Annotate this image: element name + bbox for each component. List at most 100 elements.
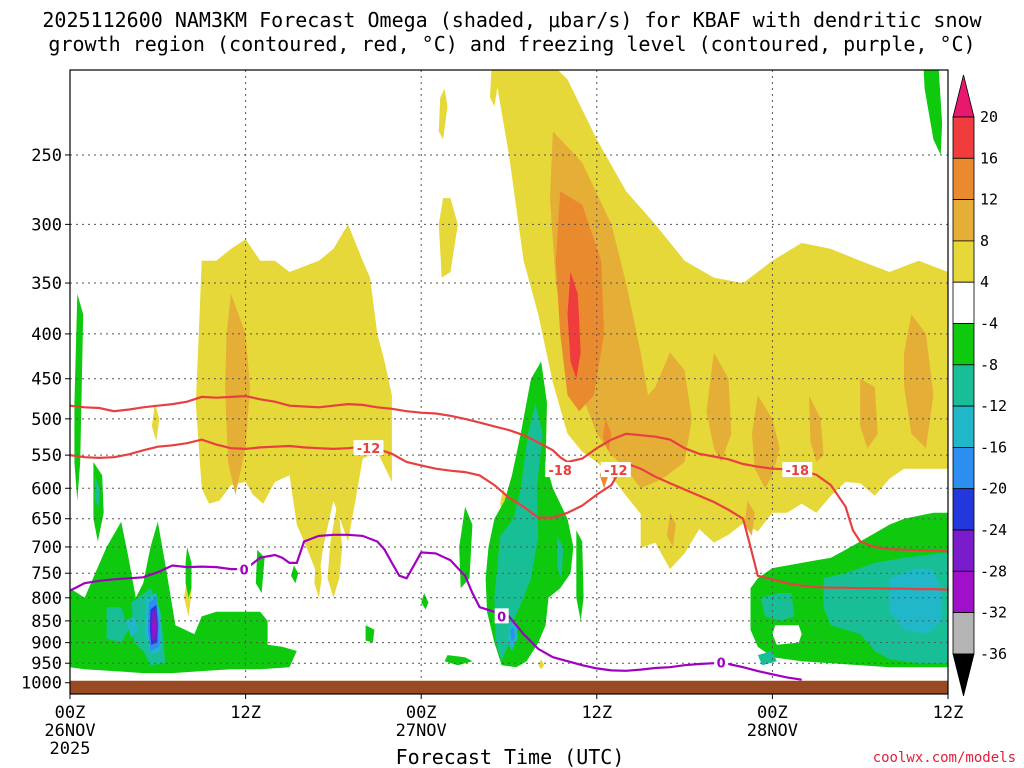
omega-shade-low-descent-day1 xyxy=(70,521,297,674)
contour-label-bg-dgz-upper (-18C)-1 xyxy=(782,462,813,478)
x-tick-label-60: 12Z xyxy=(933,703,964,723)
omega-shade-descent-740 xyxy=(291,565,299,584)
omega-shade-ascent-column-lower xyxy=(327,500,343,598)
ground-terrain xyxy=(70,680,948,694)
credit-text: coolwx.com/models xyxy=(873,750,1016,766)
colorbar-band--36 xyxy=(952,612,975,655)
y-tick-label-550: 550 xyxy=(31,446,62,466)
x-tick-label-36: 12Z xyxy=(581,703,612,723)
omega-shade-day2-orange-520 xyxy=(602,418,612,452)
y-tick-label-250: 250 xyxy=(31,146,62,166)
colorbar-band--20 xyxy=(952,446,975,490)
colorbar-label--16: -16 xyxy=(980,438,1007,456)
colorbar-label--12: -12 xyxy=(980,397,1007,415)
chart-title-line-1: 2025112600 NAM3KM Forecast Omega (shaded… xyxy=(42,8,982,32)
y-tick-label-800: 800 xyxy=(31,589,62,609)
omega-shade-core-4 xyxy=(494,403,543,662)
x-tick-date-0: 26NOV xyxy=(44,721,95,741)
contour-label-bg-dgz-lower (-12C)-0 xyxy=(353,440,384,456)
axes: 2503003504004505005506006507007508008509… xyxy=(21,69,964,759)
x-tick-label-0: 00Z xyxy=(55,703,86,723)
y-tick-label-500: 500 xyxy=(31,410,62,430)
x-tick-label-24: 00Z xyxy=(406,703,437,723)
contour-label-bg-freezing-level (0C)-1 xyxy=(494,608,509,624)
colorbar-label-8: 8 xyxy=(980,232,989,250)
contour-label-freezing-level (0C)-0: 0 xyxy=(240,564,249,579)
omega-shade-ascent-speck-950 xyxy=(538,659,545,670)
colorbar-band--16 xyxy=(952,405,975,448)
x-axis-label: Forecast Time (UTC) xyxy=(396,745,625,768)
omega-shade-day2-core-lower xyxy=(751,395,780,489)
contour-label-bg-dgz-lower (-12C)-1 xyxy=(600,462,631,478)
y-tick-label-600: 600 xyxy=(31,479,62,499)
omega-shade-core-14 xyxy=(510,627,515,643)
omega-shade-descent-870 xyxy=(365,625,375,643)
plot-frame xyxy=(69,69,949,695)
x-tick-date-24: 27NOV xyxy=(396,721,447,741)
omega-shade-ascent-column-lower2 xyxy=(314,547,322,598)
omega-shade-low-descent-day1-col xyxy=(185,547,192,598)
omega-shade-day2-core-mid xyxy=(809,395,824,462)
colorbar: 20 16 12 8 4 -4 -8 -12 -16 -20 -24 -28 -32 -36 xyxy=(952,74,1007,696)
y-tick-label-400: 400 xyxy=(31,325,62,345)
contour-label-bg-freezing-level (0C)-0 xyxy=(237,561,252,577)
x-tick-date-48: 28NOV xyxy=(747,721,798,741)
omega-shade-high-descent-right xyxy=(923,70,943,155)
colorbar-label-16: 16 xyxy=(980,149,998,167)
y-tick-label-700: 700 xyxy=(31,538,62,558)
colorbar-band--12 xyxy=(952,364,975,407)
omega-shade-ascent-speck-500 xyxy=(151,403,160,441)
omega-shade-upper-ascent-lobe-left xyxy=(438,88,448,140)
omega-shade-day2-max xyxy=(567,272,581,379)
y-tick-label-950: 950 xyxy=(31,654,62,674)
colorbar-band-12 xyxy=(952,157,975,201)
contour-label-dgz-upper (-18C)-1: -18 xyxy=(786,464,810,479)
x-tick-label-48: 00Z xyxy=(757,703,788,723)
colorbar-label--20: -20 xyxy=(980,480,1007,498)
y-tick-label-450: 450 xyxy=(31,370,62,390)
y-tick-label-900: 900 xyxy=(31,634,62,654)
contour-line-dgz-lower (-12C) xyxy=(70,438,948,591)
contour-line-freezing-level (0C) xyxy=(70,533,802,681)
contour-label-dgz-lower (-12C)-1: -12 xyxy=(604,464,628,479)
colorbar-label--36: -36 xyxy=(980,645,1007,663)
colorbar-label--28: -28 xyxy=(980,562,1007,580)
omega-shade-core-10 xyxy=(125,616,138,639)
omega-shade-midlevel-ascent-day1 xyxy=(195,224,392,579)
omega-shade-core-2 xyxy=(106,607,129,643)
y-tick-label-650: 650 xyxy=(31,510,62,530)
colorbar-arrow-bottom xyxy=(952,653,975,696)
x-tick-label-12: 12Z xyxy=(230,703,261,723)
omega-shade-day2-core-small xyxy=(667,512,676,547)
x-tick-year-0: 2025 xyxy=(50,739,91,759)
colorbar-band-8 xyxy=(952,199,975,242)
omega-shade-descent-810 xyxy=(421,593,429,610)
colorbar-band--4 xyxy=(952,281,975,324)
omega-shade-green-hole-day3 xyxy=(809,618,823,639)
omega-shade-descent-column-day2 xyxy=(459,506,473,589)
omega-shade-day2-core-far-right xyxy=(860,378,878,449)
y-tick-label-350: 350 xyxy=(31,274,62,294)
colorbar-arrow-top xyxy=(952,74,975,118)
contour-label-freezing-level (0C)-2: 0 xyxy=(717,656,726,671)
y-tick-label-850: 850 xyxy=(31,612,62,632)
omega-shade-descent-900 xyxy=(444,655,473,666)
colorbar-label--8: -8 xyxy=(980,356,998,374)
colorbar-label--24: -24 xyxy=(980,521,1007,539)
omega-shade-core-7 xyxy=(760,593,795,621)
omega-shade-core-5 xyxy=(557,535,564,579)
contour-label-dgz-upper (-18C)-0: -18 xyxy=(548,464,572,479)
plot-area: -18 -18 -12 -12 0 0 0 xyxy=(70,70,948,694)
colorbar-band-4 xyxy=(952,240,975,283)
contour-label-bg-freezing-level (0C)-2 xyxy=(714,654,729,670)
colorbar-label-4: 4 xyxy=(980,273,989,291)
omega-shade-upper-ascent-lobe-250 xyxy=(438,198,458,278)
omega-shade-white-gap-day3 xyxy=(772,625,802,645)
omega-shade-core-9 xyxy=(889,568,943,635)
omega-shade-descent-column-left xyxy=(74,293,84,501)
colorbar-band--8 xyxy=(952,323,975,366)
contour-label-bg-dgz-upper (-18C)-0 xyxy=(545,462,576,478)
omega-shade-upper-ascent-lobe-right xyxy=(490,70,499,107)
y-tick-label-1000: 1000 xyxy=(21,674,62,694)
